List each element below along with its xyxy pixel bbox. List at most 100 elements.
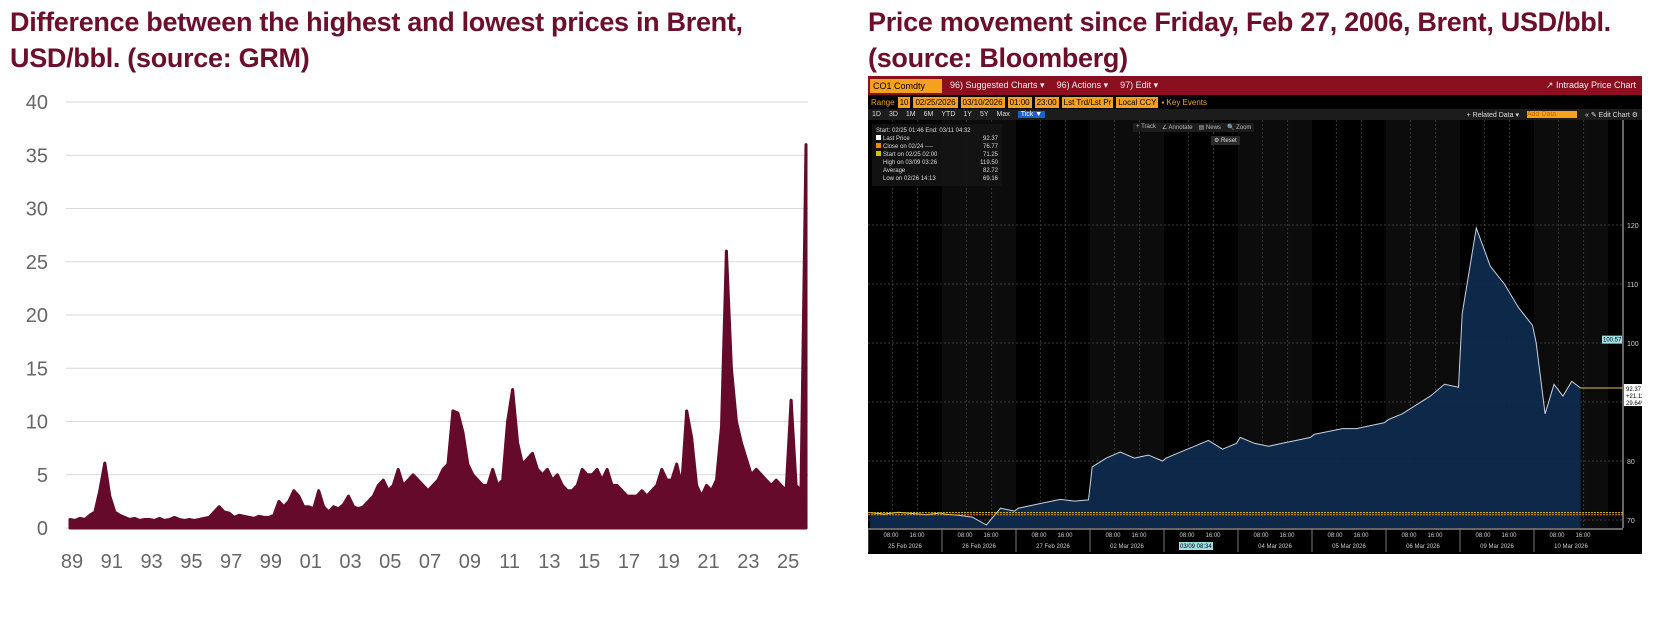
add-data-input[interactable]: Add Data <box>1527 111 1577 118</box>
tick-dropdown[interactable]: Tick ▼ <box>1017 111 1046 118</box>
range-bar <box>565 490 569 528</box>
range-bar <box>605 469 609 528</box>
range-bar <box>724 251 728 528</box>
range-bar <box>366 501 370 528</box>
hour-tick-label: 16:00 <box>1427 533 1443 539</box>
y-tick-label: 0 <box>37 518 48 540</box>
x-tick-label: 95 <box>180 551 202 573</box>
hour-tick-label: 08:00 <box>1253 533 1269 539</box>
range-bar <box>162 520 166 528</box>
period-ytd[interactable]: YTD <box>941 111 956 118</box>
range-bar <box>580 469 584 528</box>
hour-tick-label: 16:00 <box>1279 533 1295 539</box>
x-axis-bg <box>868 528 1642 554</box>
range-bar <box>660 469 664 528</box>
ticker-field[interactable]: CO1 Comdty <box>870 78 942 93</box>
x-tick-label: 97 <box>220 551 242 573</box>
range-field[interactable]: 10 <box>897 97 911 108</box>
range-bar <box>88 515 92 528</box>
range-bar <box>714 480 718 528</box>
hour-tick-label: 16:00 <box>1131 533 1147 539</box>
range-bar <box>555 474 559 528</box>
legend-swatch <box>876 143 881 148</box>
period-max[interactable]: Max <box>996 111 1010 118</box>
range-bar <box>620 490 624 528</box>
range-bar <box>700 496 704 528</box>
zoom-tool[interactable]: 🔍 Zoom <box>1226 125 1252 131</box>
range-bar <box>257 516 261 528</box>
x-tick-label: 25 <box>777 551 799 573</box>
currency-field[interactable]: Local CCY <box>1116 97 1159 108</box>
range-bar <box>794 485 798 528</box>
range-bar <box>192 520 196 528</box>
start-date-field[interactable]: 02/25/2026 <box>913 97 958 108</box>
related-data-button[interactable]: + Related Data ▾ <box>1466 111 1519 119</box>
range-bar <box>789 400 793 528</box>
x-tick-label: 19 <box>658 551 680 573</box>
range-bar <box>610 485 614 528</box>
x-tick-label: 17 <box>618 551 640 573</box>
range-bar <box>625 496 629 528</box>
price-type-field[interactable]: Lst Trd/Lst Pr <box>1061 97 1114 108</box>
end-time-field[interactable]: 23:00 <box>1034 97 1059 108</box>
menu-edit[interactable]: 97) Edit ▾ <box>1120 80 1159 90</box>
date-tick-label: 06 Mar 2026 <box>1406 544 1440 550</box>
period-1y[interactable]: 1Y <box>963 111 972 118</box>
y-tick-label: 30 <box>26 199 48 221</box>
day-band <box>942 120 1016 528</box>
range-bar <box>680 485 684 528</box>
range-bar <box>615 485 619 528</box>
legend-label: Low on 02/26 14:13 <box>876 175 936 183</box>
range-bar <box>511 389 515 528</box>
range-bar <box>327 512 331 528</box>
range-bar <box>481 485 485 528</box>
edit-chart-button[interactable]: « ✎ Edit Chart ⚙ <box>1585 111 1638 119</box>
date-tick-label: 04 Mar 2026 <box>1258 544 1292 550</box>
range-bar <box>332 506 336 528</box>
range-bar <box>307 506 311 528</box>
annotate-tool[interactable]: ∠ Annotate <box>1161 125 1193 131</box>
start-time-field[interactable]: 01:00 <box>1007 97 1032 108</box>
range-label: Range <box>871 98 895 107</box>
legend-label: Last Price <box>876 135 910 143</box>
date-tick-label: 26 Feb 2026 <box>962 544 996 550</box>
end-date-field[interactable]: 03/10/2026 <box>960 97 1005 108</box>
legend-text: Close on 02/24 ---- <box>883 144 934 150</box>
x-tick-label: 07 <box>419 551 441 573</box>
range-bar <box>187 519 191 528</box>
menu-actions[interactable]: 96) Actions ▾ <box>1056 80 1109 90</box>
period-3d[interactable]: 3D <box>888 111 898 118</box>
period-row: 1D 3D 1M 6M YTD 1Y 5Y Max Tick ▼ + Relat… <box>868 109 1642 120</box>
period-5y[interactable]: 5Y <box>979 111 989 118</box>
legend-box: Start: 02/25 01:46 End: 03/11 04:32 Last… <box>872 124 1002 186</box>
reset-button[interactable]: ⚙ Reset <box>1211 136 1240 145</box>
date-tick-label: 10 Mar 2026 <box>1554 544 1588 550</box>
range-bar <box>103 463 107 528</box>
intraday-price-chart-link[interactable]: ↗ Intraday Price Chart <box>1546 80 1636 91</box>
hour-tick-label: 08:00 <box>1327 533 1343 539</box>
track-tool[interactable]: + Track <box>1136 124 1156 130</box>
axis-box-value: 92.37 <box>1626 387 1642 393</box>
price-area <box>870 228 1581 528</box>
range-bar <box>729 368 733 528</box>
period-1m[interactable]: 1M <box>905 111 916 118</box>
news-tool[interactable]: ▤ News <box>1198 125 1221 131</box>
period-1d[interactable]: 1D <box>872 111 881 118</box>
period-6m[interactable]: 6M <box>923 111 934 118</box>
range-bar <box>635 496 639 528</box>
range-bar <box>784 490 788 528</box>
axis-box-value: 29.64% <box>1626 401 1642 407</box>
range-bar <box>128 519 132 528</box>
y-tick-label: 100 <box>1627 341 1639 348</box>
range-bar <box>461 432 465 528</box>
legend-value: 82.72 <box>982 168 998 174</box>
range-bar <box>476 480 480 528</box>
range-bar <box>371 496 375 528</box>
range-bar <box>133 518 137 528</box>
range-bar <box>769 485 773 528</box>
key-events-checkbox[interactable]: ▪ Key Events <box>1161 98 1207 107</box>
range-bar <box>491 469 495 528</box>
range-bar <box>391 485 395 528</box>
menu-suggested-charts[interactable]: 96) Suggested Charts ▾ <box>950 80 1045 90</box>
